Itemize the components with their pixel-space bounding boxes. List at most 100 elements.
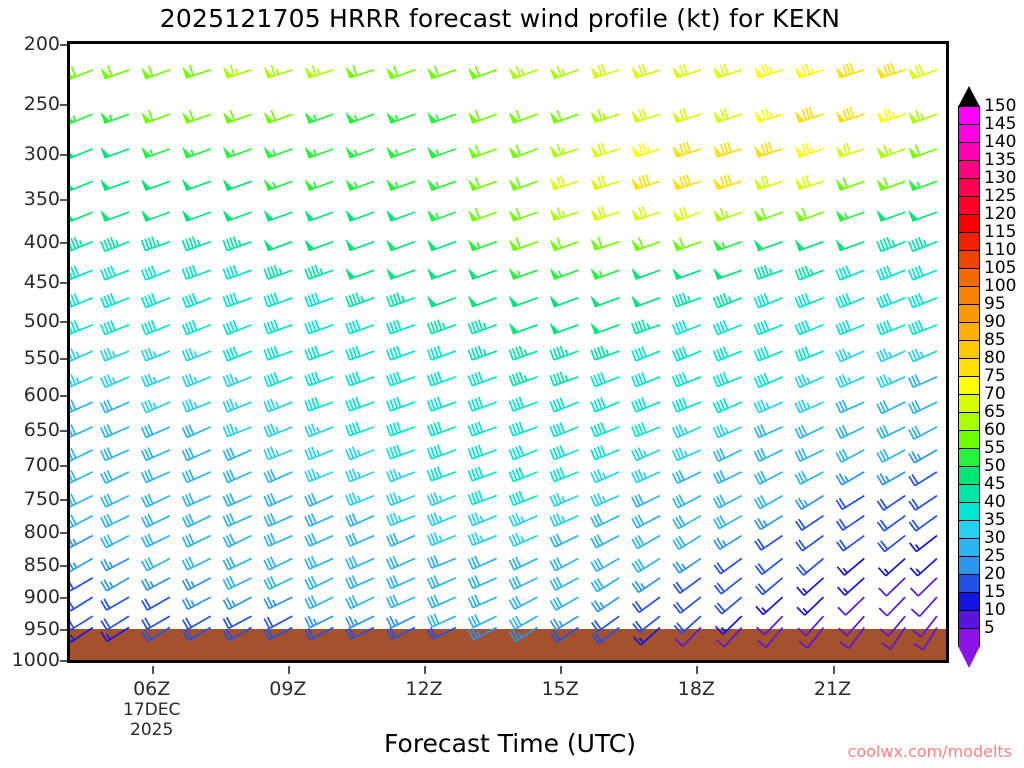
wind-barb <box>99 319 130 336</box>
y-tick-label-800: 800 <box>23 521 60 544</box>
colorbar-cell-15 <box>958 592 980 611</box>
wind-barb <box>590 469 620 484</box>
colorbar-cell-5 <box>958 628 980 647</box>
colorbar-label-95: 95 <box>984 294 1006 314</box>
wind-barb <box>70 399 94 414</box>
wind-barb <box>386 65 416 80</box>
x-axis: 06Z 09Z 12Z 15Z 18Z 21Z <box>67 666 949 726</box>
wind-barb <box>345 210 375 222</box>
wind-barb <box>427 65 457 80</box>
colorbar-cell-135 <box>958 160 980 179</box>
wind-barb <box>795 557 824 576</box>
y-tick-250 <box>60 103 67 106</box>
wind-barb <box>672 174 702 191</box>
wind-barb <box>509 237 538 252</box>
wind-barb <box>631 142 661 158</box>
wind-barb <box>304 239 334 252</box>
wind-barb <box>508 467 538 483</box>
wind-barb <box>100 399 130 414</box>
wind-barb <box>141 179 171 192</box>
wind-barb <box>590 109 620 123</box>
colorbar-cell-90 <box>958 322 980 341</box>
wind-barb <box>549 296 579 308</box>
wind-barb <box>794 293 824 309</box>
wind-barb <box>753 470 784 485</box>
colorbar-label-30: 30 <box>984 528 1006 548</box>
wind-barb <box>796 577 825 596</box>
wind-barb <box>100 179 130 192</box>
wind-barb <box>385 319 416 335</box>
wind-barb <box>100 65 130 80</box>
wind-barb <box>181 398 212 413</box>
wind-barb <box>712 293 743 309</box>
y-tick-200 <box>60 44 67 46</box>
wind-barb <box>671 397 702 413</box>
wind-barb <box>426 512 457 527</box>
wind-barb <box>345 595 375 610</box>
wind-barb <box>223 147 252 159</box>
wind-barb <box>141 65 171 80</box>
wind-barb <box>835 399 865 414</box>
wind-barb <box>182 210 211 222</box>
wind-barb <box>468 65 497 80</box>
y-tick-label-300: 300 <box>23 142 60 165</box>
wind-barb <box>426 594 457 609</box>
wind-barb <box>468 207 497 222</box>
wind-barb <box>70 236 94 252</box>
wind-barb <box>345 468 375 483</box>
wind-barb <box>222 626 252 642</box>
wind-barb <box>100 534 130 549</box>
wind-barb <box>908 514 938 532</box>
wind-barb <box>181 424 212 439</box>
wind-barb <box>794 265 824 281</box>
wind-barb <box>385 575 416 590</box>
wind-barb <box>70 148 94 159</box>
wind-barb <box>794 374 824 389</box>
wind-barb <box>714 596 743 615</box>
x-tick-label-15Z: 15Z <box>541 678 579 700</box>
colorbar-label-20: 20 <box>984 564 1006 584</box>
wind-barb <box>304 532 334 547</box>
wind-barb <box>713 577 743 595</box>
wind-barb <box>222 398 252 413</box>
wind-barb <box>304 555 334 570</box>
wind-barb <box>549 109 579 124</box>
y-tick-label-400: 400 <box>23 230 60 253</box>
colorbar-label-140: 140 <box>984 132 1017 152</box>
wind-barb <box>672 596 702 614</box>
wind-barb <box>182 147 211 159</box>
wind-barb <box>713 534 743 551</box>
wind-barb <box>181 293 212 309</box>
wind-barb <box>549 626 579 643</box>
wind-barb <box>509 177 538 192</box>
wind-barb <box>467 421 497 437</box>
wind-barb <box>345 268 375 280</box>
colorbar-label-65: 65 <box>984 402 1006 422</box>
wind-barb <box>345 492 375 507</box>
wind-barb <box>345 292 375 308</box>
wind-barb <box>713 557 743 575</box>
wind-barb <box>182 109 211 124</box>
wind-barb <box>753 399 783 414</box>
wind-barb <box>753 372 783 389</box>
wind-barb <box>835 424 865 440</box>
wind-barb <box>713 207 743 222</box>
wind-barb <box>549 345 579 361</box>
wind-barb <box>263 372 293 388</box>
wind-barb <box>222 556 252 571</box>
wind-barb <box>508 396 538 412</box>
wind-barb <box>181 556 212 571</box>
wind-barb <box>70 180 94 192</box>
wind-barb <box>753 319 783 336</box>
wind-barb <box>713 108 743 123</box>
x-axis-date-label: 17DEC 2025 <box>123 700 181 740</box>
wind-barb <box>907 236 938 253</box>
wind-barb <box>304 575 334 591</box>
wind-barb <box>345 396 375 412</box>
wind-barb <box>345 421 375 437</box>
colorbar-label-40: 40 <box>984 492 1006 512</box>
x-tick-label-21Z: 21Z <box>813 678 852 700</box>
wind-speed-colorbar[interactable]: 150 145 140 135 130 125 120 115 110 105 100 95 90 85 8… <box>958 86 1016 668</box>
wind-barb <box>876 471 906 486</box>
wind-profile-plot[interactable] <box>67 41 949 663</box>
